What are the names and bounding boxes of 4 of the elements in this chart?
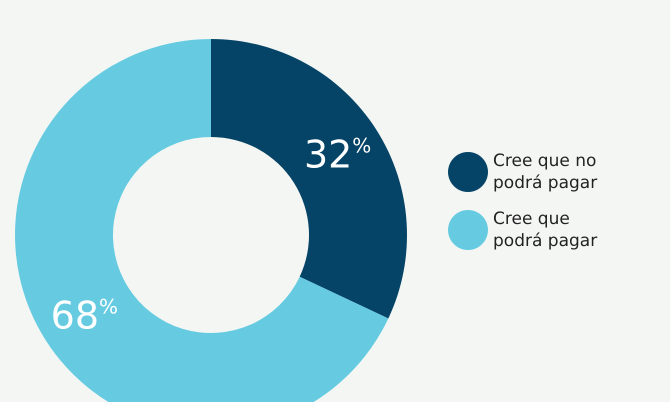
data-label: 68% bbox=[50, 293, 118, 338]
data-label: 32% bbox=[304, 132, 372, 177]
legend-label: Cree que podrá pagar bbox=[493, 209, 598, 251]
legend-label: Cree que no podrá pagar bbox=[493, 151, 602, 193]
